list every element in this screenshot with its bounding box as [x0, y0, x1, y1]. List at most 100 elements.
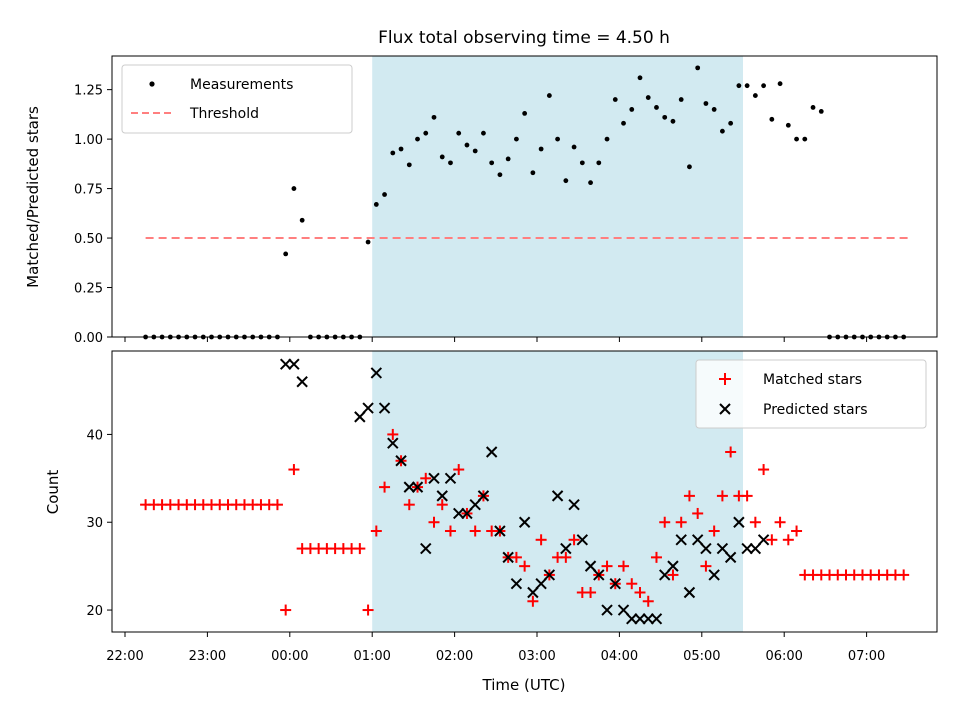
- predicted-star-point: [634, 613, 646, 625]
- predicted-star-point: [749, 542, 762, 555]
- measurement-point: [489, 160, 495, 166]
- predicted-star-point: [667, 560, 679, 572]
- predicted-star-point: [279, 358, 292, 370]
- predicted-star-point: [436, 490, 448, 502]
- bottom-y-tick-label: 30: [86, 516, 103, 531]
- predicted-star-point: [551, 490, 564, 502]
- measurement-point: [802, 136, 808, 142]
- legend-matched-label: Matched stars: [763, 372, 862, 388]
- predicted-star-point: [461, 507, 473, 520]
- matched-star-point: [708, 525, 720, 537]
- bottom-axes: 20 30 40 22:00 23:00 00:00 01:00 02:00 03:00 04:0…: [86, 350, 938, 664]
- predicted-star-point: [584, 560, 597, 572]
- x-tick-label: 03:00: [518, 649, 555, 664]
- predicted-star-point: [444, 472, 457, 485]
- matched-star-point: [626, 578, 638, 590]
- x-tick-label: 06:00: [765, 649, 802, 664]
- matched-star-point: [675, 516, 687, 528]
- measurement-point: [785, 122, 791, 128]
- measurement-point: [728, 120, 734, 126]
- matched-star-point: [774, 516, 786, 528]
- measurement-point: [283, 251, 289, 257]
- matched-star-point: [634, 586, 646, 598]
- measurement-point: [390, 150, 396, 156]
- matched-star-point: [271, 499, 283, 511]
- measurement-point: [645, 95, 651, 100]
- top-axes-frame: [111, 55, 938, 338]
- predicted-star-point: [741, 542, 753, 555]
- predicted-star-point: [403, 481, 415, 493]
- matched-star-point: [601, 560, 613, 572]
- matched-star-point: [362, 604, 374, 616]
- predicted-star-point: [288, 358, 300, 370]
- predicted-star-point: [420, 542, 432, 555]
- measurement-point: [563, 178, 569, 184]
- measurement-point: [744, 83, 750, 89]
- matched-star-point: [560, 551, 572, 563]
- measurement-point: [382, 192, 387, 197]
- predicted-star-point: [609, 577, 621, 590]
- matched-star-point: [568, 534, 580, 546]
- top-panel: 0.00 0.25 0.50 0.75 1.00 1.25 Matched/Predict…: [24, 55, 938, 346]
- matched-star-point: [782, 534, 794, 546]
- chart-title: Flux total observing time = 4.50 h: [378, 28, 670, 48]
- predicted-star-point: [733, 516, 745, 528]
- measurement-point: [662, 114, 668, 120]
- x-tick-label: 01:00: [353, 649, 390, 664]
- predicted-star-point: [593, 569, 605, 581]
- measurement-point: [472, 148, 478, 154]
- matched-star-point: [692, 507, 704, 519]
- matched-star-point: [469, 525, 481, 537]
- predicted-star-point: [576, 534, 589, 546]
- bottom-y-axis-label: Count: [44, 470, 62, 515]
- x-axis-label: Time (UTC): [482, 676, 566, 694]
- x-tick-label: 07:00: [848, 649, 885, 664]
- measurement-point: [439, 154, 445, 160]
- x-tick-label: 22:00: [106, 649, 143, 664]
- predicted-star-point: [527, 586, 539, 599]
- bottom-predicted-points: [279, 358, 770, 625]
- predicted-star-point: [354, 411, 366, 423]
- predicted-star-point: [724, 551, 737, 564]
- measurement-point: [794, 136, 799, 142]
- matched-star-point: [725, 446, 737, 458]
- top-shade-rect: [372, 56, 743, 337]
- top-y-tick-label: 0.00: [74, 331, 103, 346]
- matched-star-point: [280, 604, 292, 616]
- measurement-point: [711, 107, 717, 112]
- measurement-point: [505, 156, 511, 162]
- measurement-point: [670, 118, 676, 124]
- measurement-point: [720, 128, 725, 134]
- predicted-star-point: [708, 569, 720, 581]
- bottom-axes-frame: [111, 350, 938, 633]
- legend-measurements-label: Measurements: [190, 77, 293, 93]
- legend-matched-marker: [719, 373, 731, 385]
- bottom-legend: Matched stars Predicted stars: [695, 359, 927, 429]
- matched-star-point: [618, 560, 630, 572]
- measurement-point: [612, 97, 618, 102]
- matched-star-point: [700, 560, 712, 572]
- matched-star-point: [436, 499, 448, 511]
- matched-star-point: [585, 586, 597, 598]
- measurement-point: [769, 116, 775, 122]
- predicted-star-point: [650, 613, 663, 625]
- measurement-point: [703, 101, 709, 106]
- measurement-point: [555, 136, 560, 142]
- matched-star-point: [667, 569, 679, 581]
- matched-star-point: [519, 560, 531, 572]
- predicted-star-point: [675, 534, 687, 546]
- measurement-point: [810, 105, 816, 110]
- measurement-point: [299, 217, 305, 223]
- measurement-point: [373, 202, 379, 207]
- measurement-point: [291, 186, 297, 191]
- matched-star-point: [387, 428, 399, 440]
- measurement-point: [481, 130, 486, 136]
- legend-predicted-marker: [719, 403, 731, 415]
- measurement-point: [777, 81, 783, 87]
- matched-star-point: [288, 464, 300, 476]
- top-y-tick-label: 1.00: [74, 133, 103, 148]
- top-legend: Measurements Threshold: [121, 64, 353, 134]
- predicted-star-point: [502, 551, 514, 564]
- measurement-point: [695, 65, 701, 71]
- predicted-star-point: [700, 542, 712, 555]
